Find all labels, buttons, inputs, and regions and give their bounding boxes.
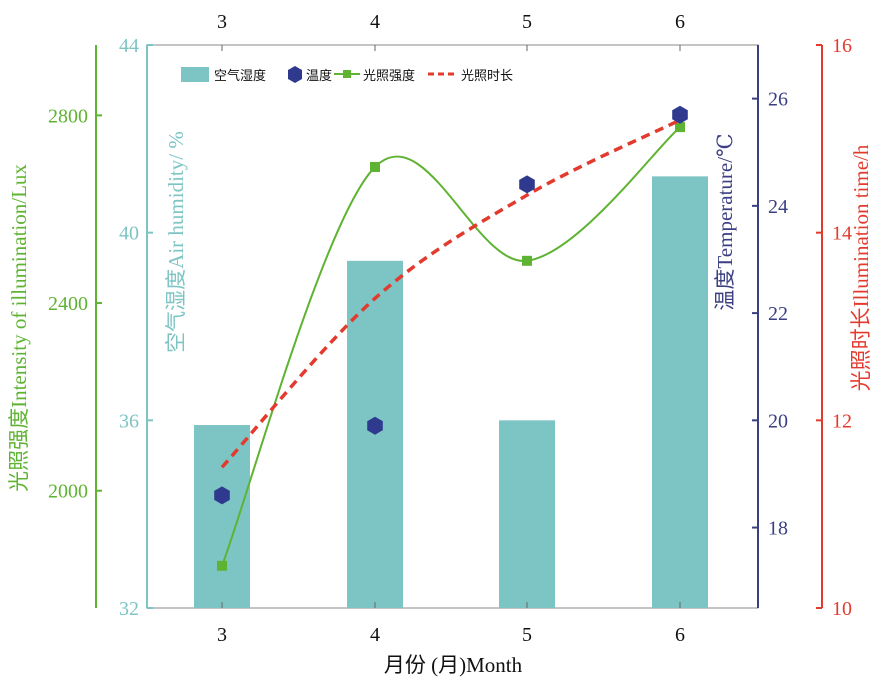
legend-duration-label: 光照时长: [461, 69, 513, 84]
temperature-point: [214, 486, 230, 505]
illumination-line: [221, 126, 681, 567]
lines-layer: [217, 118, 685, 571]
x-tick-label-bottom: 5: [522, 624, 532, 646]
humidity-bar: [652, 176, 708, 608]
humidity-tick-label: 40: [119, 223, 139, 245]
duration-tick-label: 10: [832, 598, 852, 620]
humidity-bar: [194, 425, 250, 608]
temperature-point: [519, 175, 535, 194]
duration-axis-title: 光照时长Illumination time/h: [849, 144, 873, 391]
x-tick-label-top: 5: [522, 11, 532, 33]
humidity-tick-label: 44: [119, 35, 139, 57]
x-tick-label-top: 3: [217, 11, 227, 33]
temperature-tick-label: 22: [768, 303, 788, 325]
humidity-tick-label: 32: [119, 598, 139, 620]
x-tick-label-bottom: 6: [675, 624, 685, 646]
x-tick-label-top: 4: [370, 11, 380, 33]
illumination-tick-label: 2000: [48, 481, 88, 503]
duration-tick-label: 12: [832, 410, 852, 432]
illumination-tick-label: 2800: [48, 105, 88, 127]
temperature-point: [367, 416, 383, 435]
x-axis-title: 月份 (月)Month: [384, 653, 523, 677]
x-tick-label-top: 6: [675, 11, 685, 33]
duration-tick-label: 16: [832, 35, 852, 57]
legend-temperature-marker: [288, 66, 302, 83]
duration-tick-label: 14: [832, 223, 852, 245]
legend-illumination-marker: [343, 70, 351, 78]
temperature-point: [672, 105, 688, 124]
illumination-point: [370, 161, 380, 172]
bars-layer: [194, 176, 708, 608]
illumination-tick-label: 2400: [48, 293, 88, 315]
illumination-point: [522, 255, 532, 266]
duration-line: [220, 118, 681, 469]
legend-temperature-label: 温度: [306, 68, 332, 84]
humidity-tick-label: 36: [119, 410, 139, 432]
points-layer: [214, 105, 688, 505]
legend-illumination-label: 光照强度: [363, 68, 415, 84]
temperature-tick-label: 20: [768, 410, 788, 432]
category-ticks-layer: 3 3 4 4 5 5 6 6: [217, 11, 685, 646]
legend-humidity-swatch: [181, 67, 209, 82]
humidity-axis-title: 空气湿度Air humidity/ %: [164, 131, 188, 353]
illumination-axis-title: 光照强度Intensity of illumination/Lux: [7, 164, 31, 492]
temperature-tick-label: 18: [768, 518, 788, 540]
x-tick-label-bottom: 4: [370, 624, 380, 646]
ticks-layer: 2000 2400 2800 32 36 40 44 18 20 22 24 26 10 12 14 16: [48, 35, 852, 620]
temperature-axis-title: 温度Temperature/℃: [713, 133, 737, 310]
temperature-tick-label: 26: [768, 89, 788, 111]
illumination-point: [217, 560, 227, 571]
x-tick-label-bottom: 3: [217, 624, 227, 646]
legend-humidity-label: 空气湿度: [214, 68, 266, 84]
legend: 空气湿度 温度 光照强度 光照时长: [181, 66, 513, 84]
humidity-bar: [499, 420, 555, 608]
illumination-point: [675, 122, 685, 133]
temperature-tick-label: 24: [768, 196, 788, 218]
